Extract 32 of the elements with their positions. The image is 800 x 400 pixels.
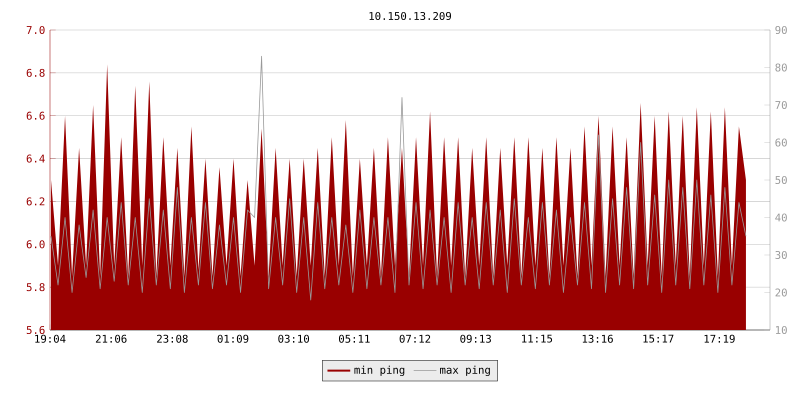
x-tick-label: 19:04 xyxy=(35,334,66,343)
x-tick-label: 11:15 xyxy=(522,334,552,343)
y2-tick-label: 20 xyxy=(776,288,787,297)
x-tick-label: 15:17 xyxy=(643,334,674,343)
y-tick-label: 6.2 xyxy=(26,197,44,206)
y-tick-label: 6.4 xyxy=(26,154,45,163)
y2-tick-label: 60 xyxy=(775,138,787,147)
x-tick-label: 23:08 xyxy=(157,334,188,343)
y2-tick-label: 10 xyxy=(776,326,787,334)
y-tick-label: 6.6 xyxy=(26,112,45,120)
y2-tick-label: 50 xyxy=(775,176,787,184)
y2-tick-label: 40 xyxy=(775,213,787,222)
y2-tick-label: 70 xyxy=(775,100,787,110)
y-tick-label: 6.8 xyxy=(26,68,45,77)
y-tick-label: 7.0 xyxy=(26,26,45,34)
y-tick-label: 5.8 xyxy=(26,283,45,292)
chart-title: 10.150.13.209 xyxy=(370,12,452,20)
x-tick-label: 07:12 xyxy=(400,334,430,343)
y-tick-label: 6.0 xyxy=(26,240,45,248)
x-tick-label: 09:13 xyxy=(460,334,491,343)
x-tick-label: 03:10 xyxy=(278,334,310,343)
y2-tick-label: 90 xyxy=(775,26,787,34)
x-tick-label: 13:16 xyxy=(582,334,613,343)
x-tick-label: 01:09 xyxy=(218,334,248,343)
x-tick-label: 21:06 xyxy=(96,334,127,343)
legend-label: max ping xyxy=(440,366,490,376)
x-tick-label: 17:19 xyxy=(704,334,735,343)
y2-tick-label: 80 xyxy=(775,63,787,72)
y2-tick-label: 30 xyxy=(775,250,787,260)
legend-label: min ping xyxy=(354,366,404,376)
x-tick-label: 05:11 xyxy=(338,334,370,343)
y-tick-label: 5.6 xyxy=(26,326,45,334)
